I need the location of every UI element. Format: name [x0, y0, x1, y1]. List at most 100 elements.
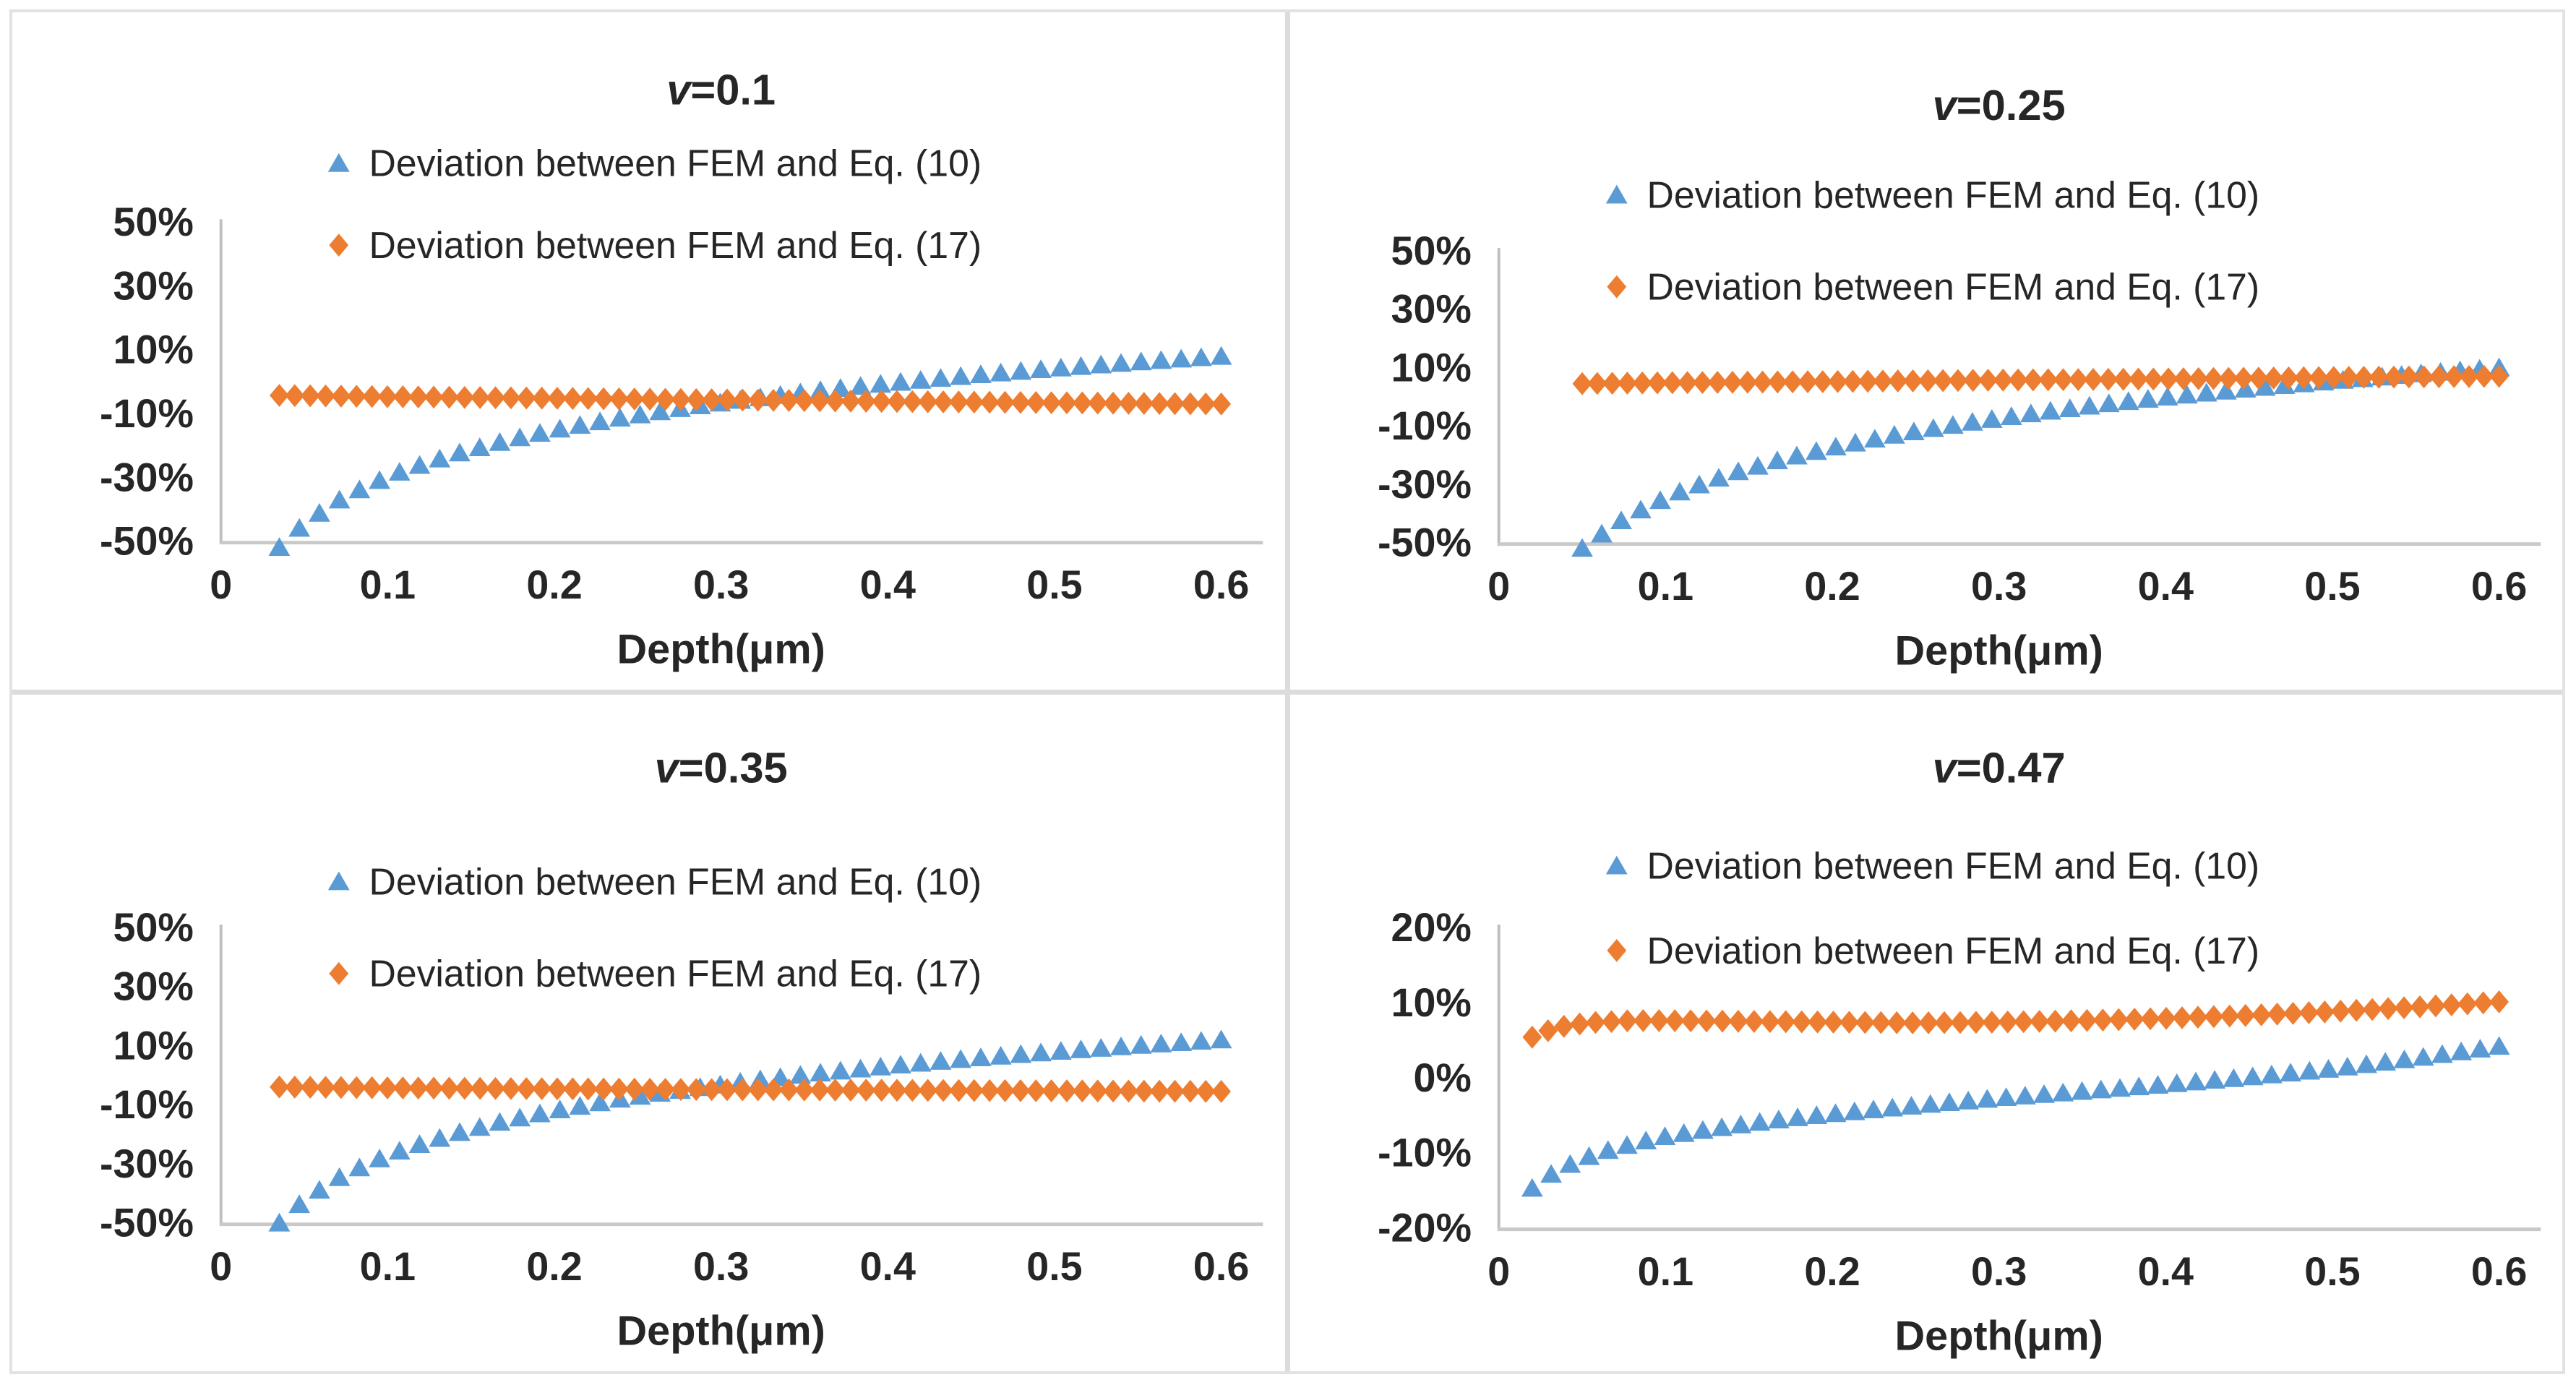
chart-title: v=0.25: [1932, 81, 2065, 129]
chart-title: v=0.35: [655, 743, 788, 792]
data-point-marker: [2338, 366, 2358, 389]
y-tick-label: 20%: [1391, 904, 1471, 949]
data-point-marker: [528, 1103, 551, 1123]
data-point-marker: [1134, 392, 1154, 415]
data-point-marker: [1975, 1088, 1998, 1107]
data-point-marker: [2412, 1046, 2434, 1065]
data-point-marker: [2203, 366, 2223, 390]
legend-item-label: Deviation between FEM and Eq. (10): [1647, 844, 2259, 886]
data-point-marker: [489, 432, 511, 451]
x-tick-label: 0.2: [526, 1244, 582, 1289]
data-point-marker: [1118, 392, 1138, 415]
y-tick-label: -10%: [100, 1082, 194, 1127]
data-point-marker: [1072, 1079, 1092, 1102]
data-point-marker: [1902, 369, 1923, 393]
x-axis-title: Depth(μm): [1894, 628, 2103, 674]
legend-diamond-marker-icon: [329, 961, 349, 985]
data-point-marker: [2008, 368, 2028, 392]
x-axis-title: Depth(μm): [617, 627, 825, 673]
data-point-marker: [2165, 1073, 2188, 1092]
data-point-marker: [1883, 424, 1905, 444]
y-tick-label: 30%: [113, 964, 194, 1008]
data-point-marker: [1782, 370, 1803, 394]
data-point-marker: [2203, 1069, 2225, 1089]
data-point-marker: [2053, 368, 2073, 392]
data-point-marker: [1863, 429, 1886, 448]
data-point-marker: [887, 390, 907, 413]
data-point-marker: [2113, 367, 2133, 391]
data-point-marker: [1010, 1044, 1032, 1063]
data-point-marker: [288, 518, 311, 537]
data-point-marker: [1070, 356, 1092, 375]
data-point-marker: [2127, 1076, 2150, 1095]
data-point-marker: [468, 437, 491, 456]
data-point-marker: [829, 1060, 851, 1079]
data-point-marker: [308, 502, 330, 522]
data-point-marker: [909, 1052, 932, 1071]
chart-title: v=0.1: [666, 65, 776, 113]
data-point-marker: [969, 1047, 992, 1066]
data-point-marker: [2278, 366, 2298, 390]
data-point-marker: [2374, 1051, 2396, 1071]
data-point-marker: [1134, 1079, 1154, 1102]
data-point-marker: [890, 1054, 911, 1073]
data-point-marker: [1729, 1114, 1751, 1133]
data-point-marker: [1578, 1146, 1600, 1165]
data-point-marker: [1824, 1102, 1846, 1122]
legend-item-label: Deviation between FEM and Eq. (17): [1647, 929, 2259, 971]
data-point-marker: [1649, 490, 1671, 510]
data-point-marker: [1993, 368, 2013, 392]
y-tick-label: 10%: [1391, 979, 1471, 1024]
series-eq17-markers: [1572, 364, 2509, 395]
data-point-marker: [1881, 1097, 1903, 1116]
data-point-marker: [578, 1077, 598, 1100]
data-point-marker: [629, 404, 651, 424]
data-point-marker: [1805, 441, 1827, 460]
data-point-marker: [1805, 1105, 1827, 1124]
data-point-marker: [649, 401, 671, 421]
data-point-marker: [2309, 366, 2328, 390]
data-point-marker: [1521, 1178, 1543, 1197]
data-point-marker: [2394, 995, 2413, 1019]
data-point-marker: [2355, 1054, 2377, 1073]
data-point-marker: [1922, 418, 1944, 437]
data-point-marker: [2317, 1058, 2339, 1078]
data-point-marker: [1170, 1032, 1193, 1051]
data-point-marker: [308, 1179, 330, 1199]
data-point-marker: [1633, 1008, 1653, 1032]
data-point-marker: [348, 479, 371, 499]
data-point-marker: [1710, 1117, 1733, 1136]
data-point-marker: [2362, 998, 2382, 1021]
x-tick-label: 0.2: [526, 562, 582, 607]
data-point-marker: [1680, 1008, 1701, 1032]
data-point-marker: [2346, 998, 2366, 1022]
data-point-marker: [1746, 455, 1769, 475]
data-point-marker: [369, 470, 390, 489]
data-point-marker: [2473, 364, 2494, 388]
data-point-marker: [593, 387, 614, 411]
chart-panel-v0.25: 50% 30% 10% -10% -30% -50% 0 0.1 0.2 0.3 0.4 0.5 0.6…: [1289, 12, 2562, 690]
data-point-marker: [392, 1076, 413, 1099]
data-point-marker: [810, 1062, 831, 1081]
data-point-marker: [285, 384, 305, 408]
data-point-marker: [2128, 367, 2148, 391]
y-tick-label: -30%: [1378, 462, 1472, 507]
data-point-marker: [300, 384, 320, 408]
data-point-marker: [1871, 1011, 1891, 1034]
data-point-marker: [1190, 1030, 1212, 1050]
data-point-marker: [2489, 990, 2509, 1013]
x-tick-label: 0: [210, 562, 232, 607]
data-point-marker: [1090, 354, 1112, 374]
data-point-marker: [2353, 366, 2374, 389]
data-point-marker: [872, 390, 892, 413]
data-point-marker: [2222, 1068, 2244, 1087]
data-point-marker: [408, 455, 431, 474]
data-point-marker: [989, 362, 1012, 382]
x-tick-label: 0.3: [693, 1244, 749, 1289]
data-point-marker: [501, 386, 521, 410]
series-eq17-markers: [270, 1075, 1232, 1103]
data-point-marker: [1210, 1029, 1232, 1048]
data-point-marker: [1558, 1154, 1581, 1173]
data-point-marker: [470, 1076, 490, 1100]
data-point-marker: [763, 1078, 783, 1102]
